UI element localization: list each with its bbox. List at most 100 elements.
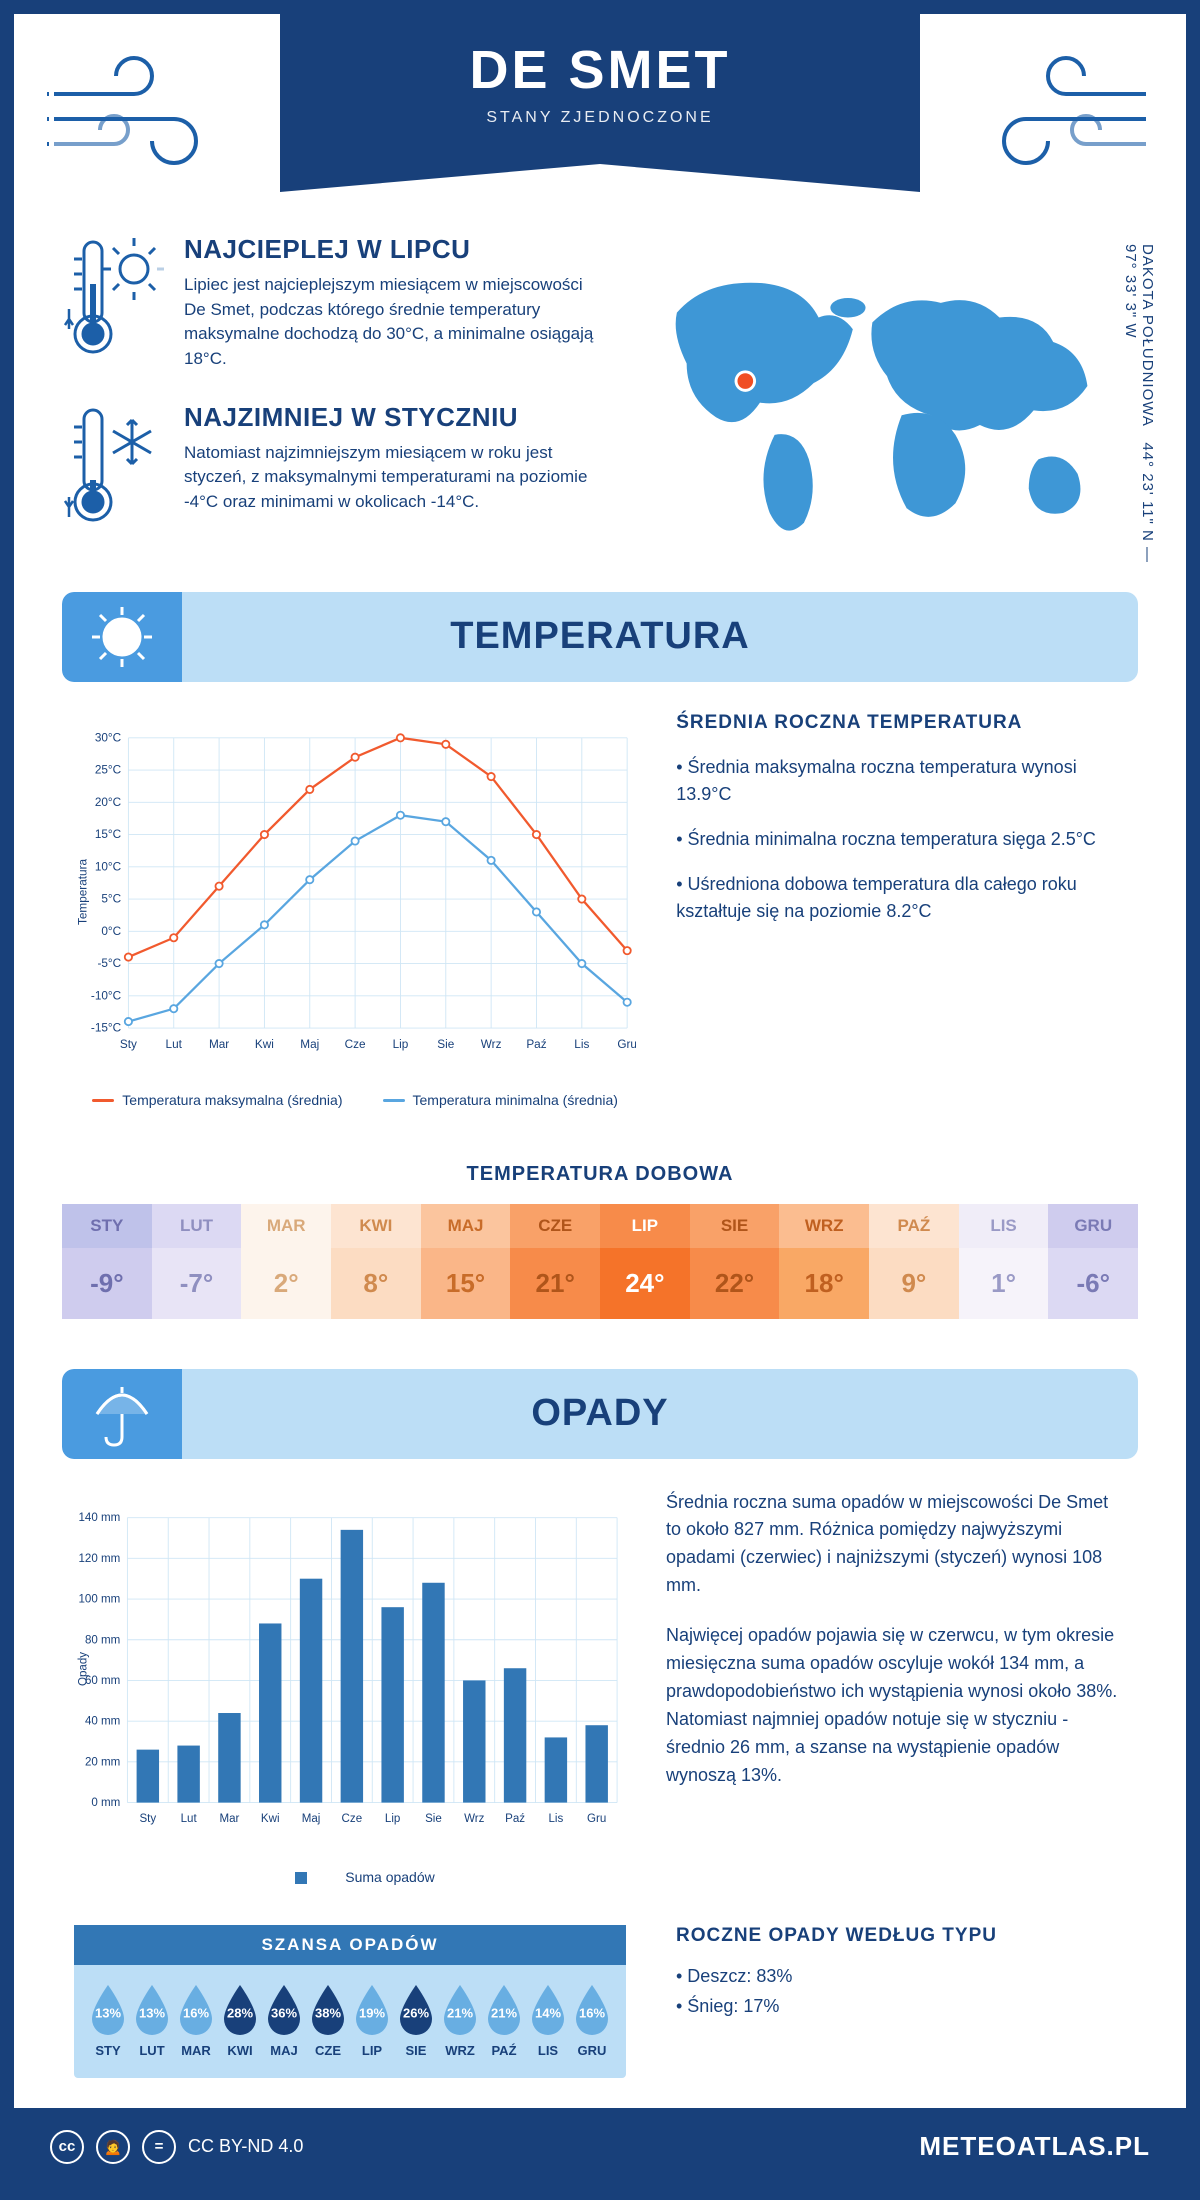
- svg-text:Paź: Paź: [505, 1813, 525, 1825]
- month-cell: CZE21°: [510, 1204, 600, 1319]
- nd-icon: =: [142, 2130, 176, 2164]
- svg-text:80 mm: 80 mm: [85, 1634, 120, 1646]
- daily-temp-strip: STY-9°LUT-7°MAR2°KWI8°MAJ15°CZE21°LIP24°…: [62, 1204, 1138, 1319]
- svg-text:20 mm: 20 mm: [85, 1756, 120, 1768]
- footer: cc 🙍 = CC BY-ND 4.0 METEOATLAS.PL: [14, 2108, 1186, 2186]
- svg-text:Sie: Sie: [437, 1038, 454, 1051]
- world-map: [628, 254, 1136, 547]
- precip-type-info: ROCZNE OPADY WEDŁUG TYPU • Deszcz: 83% •…: [676, 1925, 1126, 2078]
- svg-text:Gru: Gru: [617, 1038, 636, 1051]
- svg-text:Lut: Lut: [166, 1038, 183, 1051]
- svg-text:Sie: Sie: [425, 1813, 442, 1825]
- legend-precip: Suma opadów: [265, 1869, 435, 1885]
- month-cell: GRU-6°: [1048, 1204, 1138, 1319]
- coordinates-label: DAKOTA POŁUDNIOWA 44° 23' 11" N — 97° 33…: [1122, 244, 1156, 567]
- svg-text:60 mm: 60 mm: [85, 1675, 120, 1687]
- svg-text:Lut: Lut: [181, 1813, 198, 1825]
- svg-text:40 mm: 40 mm: [85, 1715, 120, 1727]
- svg-text:Cze: Cze: [345, 1038, 366, 1051]
- svg-text:Temperatura: Temperatura: [77, 858, 90, 925]
- chance-drop: 21%PAŹ: [482, 1983, 526, 2058]
- month-cell: MAR2°: [241, 1204, 331, 1319]
- precip-info-p1: Średnia roczna suma opadów w miejscowośc…: [666, 1489, 1126, 1601]
- month-cell: SIE22°: [690, 1204, 780, 1319]
- chance-drop: 14%LIS: [526, 1983, 570, 2058]
- svg-text:140 mm: 140 mm: [79, 1512, 121, 1524]
- svg-text:Wrz: Wrz: [464, 1813, 485, 1825]
- svg-text:10°C: 10°C: [95, 860, 122, 873]
- temp-chart-legend: Temperatura maksymalna (średnia) Tempera…: [74, 1092, 636, 1108]
- header: DE SMET STANY ZJEDNOCZONE: [14, 14, 1186, 224]
- fact-coldest: NAJZIMNIEJ W STYCZNIU Natomiast najzimni…: [64, 402, 598, 537]
- intro-section: NAJCIEPLEJ W LIPCU Lipiec jest najcieple…: [14, 224, 1186, 592]
- svg-text:5°C: 5°C: [101, 892, 121, 905]
- umbrella-icon: [62, 1369, 182, 1459]
- svg-text:Gru: Gru: [587, 1813, 606, 1825]
- chance-drop: 13%STY: [86, 1983, 130, 2058]
- chance-drop: 38%CZE: [306, 1983, 350, 2058]
- svg-text:100 mm: 100 mm: [79, 1593, 121, 1605]
- svg-text:Opady: Opady: [77, 1651, 89, 1685]
- month-cell: LIP24°: [600, 1204, 690, 1319]
- chance-drop: 13%LUT: [130, 1983, 174, 2058]
- svg-text:0°C: 0°C: [101, 924, 121, 937]
- precip-chance-box: SZANSA OPADÓW 13%STY13%LUT16%MAR28%KWI36…: [74, 1925, 626, 2078]
- svg-text:Paź: Paź: [526, 1038, 546, 1051]
- svg-text:Mar: Mar: [209, 1038, 229, 1051]
- fact-cold-title: NAJZIMNIEJ W STYCZNIU: [184, 402, 598, 433]
- type-l1: • Deszcz: 83%: [676, 1961, 1126, 1992]
- svg-text:Kwi: Kwi: [261, 1813, 280, 1825]
- svg-text:Lis: Lis: [574, 1038, 589, 1051]
- title-banner: DE SMET STANY ZJEDNOCZONE: [280, 14, 920, 164]
- chance-drop: 26%SIE: [394, 1983, 438, 2058]
- thermometer-snow-icon: [64, 402, 164, 537]
- temperature-line-chart: -15°C-10°C-5°C0°C5°C10°C15°C20°C25°C30°C…: [74, 712, 636, 1108]
- temp-info-b3: • Uśredniona dobowa temperatura dla całe…: [676, 871, 1126, 925]
- svg-text:20°C: 20°C: [95, 796, 122, 809]
- fact-hottest: NAJCIEPLEJ W LIPCU Lipiec jest najcieple…: [64, 234, 598, 372]
- temperature-title: TEMPERATURA: [450, 615, 750, 658]
- brand-label: METEOATLAS.PL: [919, 2131, 1150, 2162]
- cc-icon: cc: [50, 2130, 84, 2164]
- wind-icon: [44, 49, 224, 169]
- chance-drop: 19%LIP: [350, 1983, 394, 2058]
- chance-drop: 21%WRZ: [438, 1983, 482, 2058]
- month-cell: LUT-7°: [152, 1204, 242, 1319]
- svg-text:-15°C: -15°C: [91, 1021, 122, 1034]
- month-cell: KWI8°: [331, 1204, 421, 1319]
- svg-text:120 mm: 120 mm: [79, 1552, 121, 1564]
- chance-drop: 16%GRU: [570, 1983, 614, 2058]
- precip-title: OPADY: [531, 1392, 668, 1435]
- svg-text:Cze: Cze: [342, 1813, 363, 1825]
- svg-text:Mar: Mar: [219, 1813, 239, 1825]
- daily-temp-title: TEMPERATURA DOBOWA: [14, 1163, 1186, 1186]
- fact-hot-title: NAJCIEPLEJ W LIPCU: [184, 234, 598, 265]
- svg-text:Kwi: Kwi: [255, 1038, 274, 1051]
- country-subtitle: STANY ZJEDNOCZONE: [280, 109, 920, 127]
- city-title: DE SMET: [280, 39, 920, 101]
- precip-section-header: OPADY: [62, 1369, 1138, 1459]
- chance-drop: 16%MAR: [174, 1983, 218, 2058]
- svg-text:0 mm: 0 mm: [91, 1797, 120, 1809]
- svg-text:Sty: Sty: [120, 1038, 137, 1051]
- svg-text:Maj: Maj: [302, 1813, 321, 1825]
- temp-info-title: ŚREDNIA ROCZNA TEMPERATURA: [676, 712, 1126, 734]
- legend-max: Temperatura maksymalna (średnia): [92, 1092, 342, 1108]
- chance-drop: 36%MAJ: [262, 1983, 306, 2058]
- svg-text:15°C: 15°C: [95, 828, 122, 841]
- temperature-section-header: TEMPERATURA: [62, 592, 1138, 682]
- wind-icon: [976, 49, 1156, 169]
- month-cell: PAŹ9°: [869, 1204, 959, 1319]
- svg-text:Sty: Sty: [139, 1813, 156, 1825]
- svg-text:Lip: Lip: [393, 1038, 409, 1051]
- temp-info-b1: • Średnia maksymalna roczna temperatura …: [676, 754, 1126, 808]
- svg-text:Wrz: Wrz: [481, 1038, 502, 1051]
- svg-text:-10°C: -10°C: [91, 989, 122, 1002]
- svg-text:30°C: 30°C: [95, 731, 122, 744]
- svg-text:Lip: Lip: [385, 1813, 400, 1825]
- month-cell: STY-9°: [62, 1204, 152, 1319]
- month-cell: LIS1°: [959, 1204, 1049, 1319]
- page: DE SMET STANY ZJEDNOCZONE: [0, 0, 1200, 2200]
- type-l2: • Śnieg: 17%: [676, 1991, 1126, 2022]
- type-title: ROCZNE OPADY WEDŁUG TYPU: [676, 1925, 1126, 1947]
